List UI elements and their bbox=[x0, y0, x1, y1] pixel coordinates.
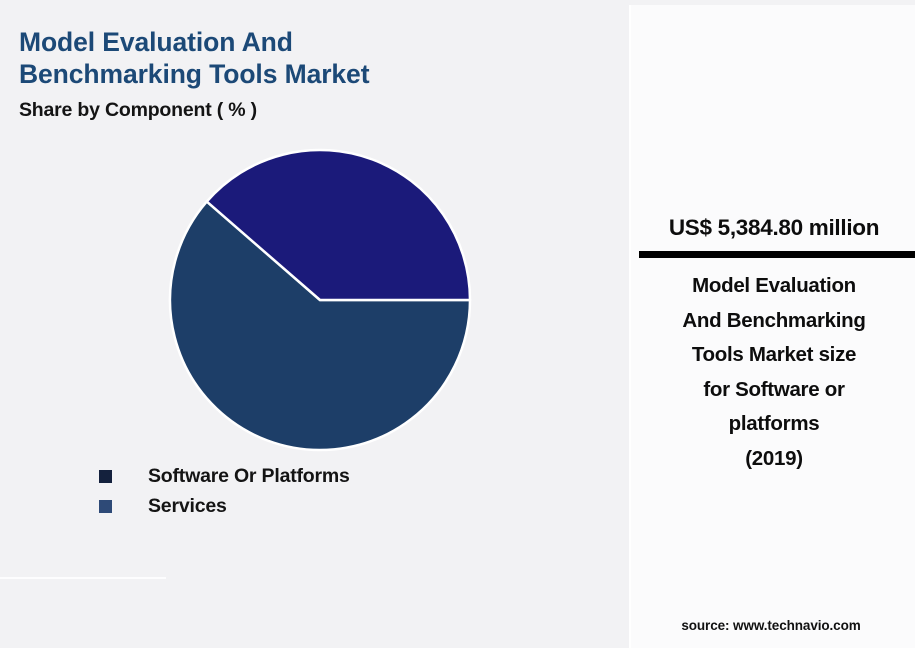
legend-label-software-or-platforms: Software Or Platforms bbox=[148, 464, 350, 487]
callout-description-line-5: platforms bbox=[728, 412, 820, 435]
page-title-line-2: Benchmarking Tools Market bbox=[19, 59, 370, 89]
callout-description-line-3: Tools Market size bbox=[691, 343, 857, 366]
source-attribution: source: www.technavio.com bbox=[681, 618, 861, 633]
legend-swatch-icon-software-or-platforms bbox=[99, 469, 112, 483]
page-title: Model Evaluation And Benchmarking Tools … bbox=[19, 26, 579, 90]
callout-description-line-2: And Benchmarking bbox=[682, 308, 866, 332]
chart-subtitle: Share by Component ( % ) bbox=[19, 99, 257, 121]
callout-description-line-6: (2019) bbox=[745, 446, 803, 470]
page-title-line-1: Model Evaluation And bbox=[19, 27, 293, 57]
legend-item-software-or-platforms[interactable]: Software Or Platforms bbox=[99, 461, 569, 491]
bottom-divider bbox=[0, 577, 166, 579]
legend-swatch-icon-services bbox=[99, 499, 112, 513]
callout-description: Model Evaluation And Benchmarking Tools Ma… bbox=[639, 269, 909, 476]
callout-value: US$ 5,384.80 million bbox=[668, 215, 880, 240]
legend-label-services: Services bbox=[148, 494, 227, 517]
chart-region: Model Evaluation And Benchmarking Tools … bbox=[0, 26, 579, 579]
pie-chart-svg bbox=[168, 148, 472, 452]
pie-slice-services[interactable] bbox=[205, 148, 472, 302]
callout-underline-bar bbox=[639, 251, 915, 258]
chart-legend: Software Or Platforms Services bbox=[99, 461, 569, 521]
legend-item-services[interactable]: Services bbox=[99, 491, 569, 521]
callout-description-line-1: Model Evaluation bbox=[692, 274, 856, 297]
pie-chart bbox=[168, 148, 472, 452]
callout-panel: US$ 5,384.80 million Model Evaluation And… bbox=[629, 5, 915, 648]
callout-description-line-4: for Software or bbox=[703, 377, 845, 401]
pie-slice-software-or-platforms[interactable] bbox=[168, 200, 472, 452]
